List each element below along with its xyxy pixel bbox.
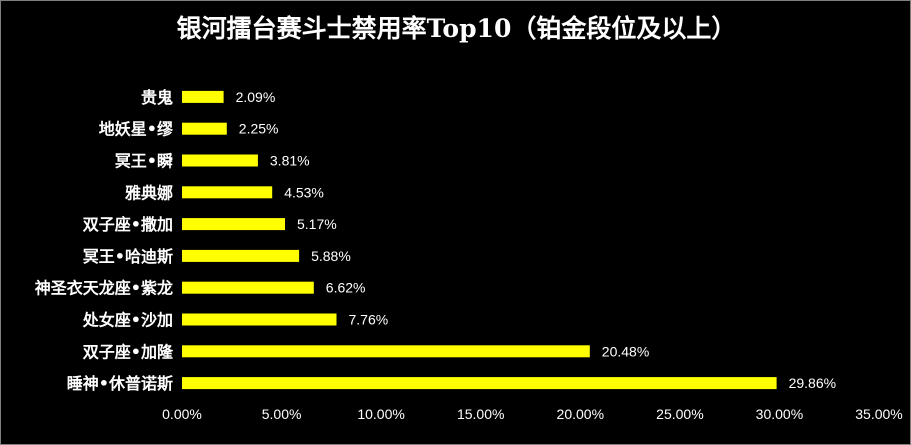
data-label: 2.25% [239, 121, 279, 137]
bar [182, 122, 227, 135]
data-label: 6.62% [326, 280, 366, 296]
category-label: 处女座•沙加 [82, 311, 173, 330]
category-label: 冥王•哈迪斯 [83, 247, 173, 266]
x-tick-label: 5.00% [262, 406, 302, 422]
data-label: 2.09% [236, 89, 276, 105]
data-label: 7.76% [349, 312, 389, 328]
x-tick-label: 35.00% [855, 406, 902, 422]
x-tick-label: 15.00% [457, 406, 504, 422]
bar [182, 377, 777, 390]
bar [182, 90, 224, 103]
category-label: 冥王•瞬 [115, 152, 173, 171]
data-label: 29.86% [789, 375, 836, 391]
x-tick-label: 10.00% [357, 406, 404, 422]
data-label: 5.17% [297, 216, 337, 232]
bar [182, 313, 337, 326]
category-label: 贵鬼 [141, 88, 173, 107]
bar [182, 218, 285, 231]
category-label: 睡神•休普诺斯 [67, 374, 173, 393]
category-label: 双子座•加隆 [83, 342, 174, 361]
bar [182, 345, 590, 358]
x-tick-label: 25.00% [656, 406, 703, 422]
bar [182, 154, 258, 167]
category-label: 神圣衣天龙座•紫龙 [35, 279, 173, 298]
data-label: 3.81% [270, 153, 310, 169]
data-label: 4.53% [284, 184, 324, 200]
category-label: 地妖星•缪 [99, 120, 174, 139]
data-label: 20.48% [602, 343, 649, 359]
data-label: 5.88% [311, 248, 351, 264]
chart-title: 银河擂台赛斗士禁用率Top10（铂金段位及以上） [176, 14, 737, 43]
bar [182, 249, 300, 262]
category-label: 雅典娜 [124, 183, 173, 202]
x-tick-label: 0.00% [162, 406, 202, 422]
bar [182, 186, 273, 199]
labels-group: 贵鬼 2.09% 地妖星•缪 2.25% 冥王•瞬 3.81% 雅典娜 4.53% 双子座•撒加… [35, 88, 836, 393]
x-tick-label: 30.00% [756, 406, 803, 422]
bars-group [182, 90, 777, 390]
x-tick-label: 20.00% [557, 406, 604, 422]
category-label: 双子座•撒加 [83, 215, 173, 234]
bar [182, 281, 314, 294]
x-axis-ticks: 0.00% 5.00% 10.00% 15.00% 20.00% 25.00% 30.00%… [162, 406, 903, 422]
